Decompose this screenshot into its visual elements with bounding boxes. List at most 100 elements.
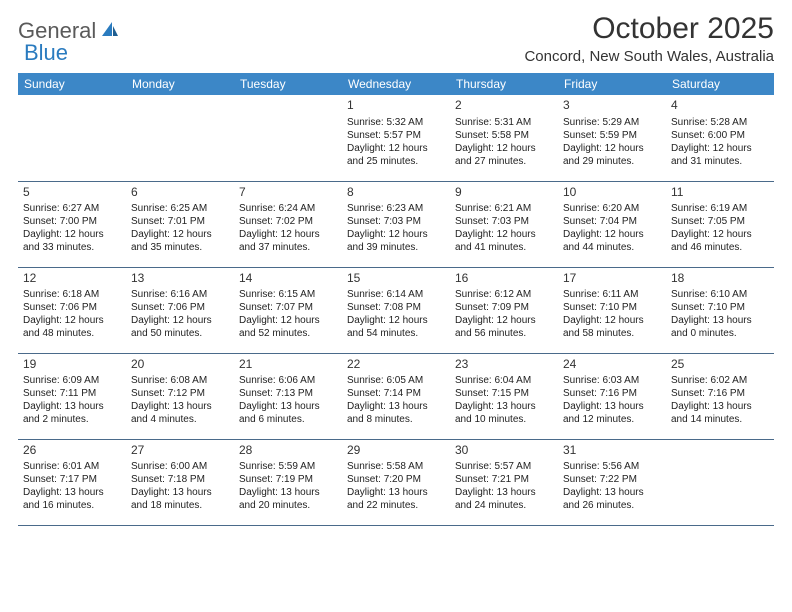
calendar-cell: 1Sunrise: 5:32 AMSunset: 5:57 PMDaylight… bbox=[342, 95, 450, 181]
calendar-row: 1Sunrise: 5:32 AMSunset: 5:57 PMDaylight… bbox=[18, 95, 774, 181]
sunset-text: Sunset: 7:12 PM bbox=[131, 387, 229, 400]
daylight-text: Daylight: 12 hours bbox=[239, 228, 337, 241]
daylight-text: Daylight: 13 hours bbox=[23, 400, 121, 413]
sunrise-text: Sunrise: 6:14 AM bbox=[347, 288, 445, 301]
daylight-text: Daylight: 12 hours bbox=[23, 228, 121, 241]
daylight-text: and 22 minutes. bbox=[347, 499, 445, 512]
sunrise-text: Sunrise: 6:15 AM bbox=[239, 288, 337, 301]
day-number: 8 bbox=[347, 185, 445, 201]
sunrise-text: Sunrise: 5:29 AM bbox=[563, 116, 661, 129]
calendar-cell: 13Sunrise: 6:16 AMSunset: 7:06 PMDayligh… bbox=[126, 267, 234, 353]
sunset-text: Sunset: 7:11 PM bbox=[23, 387, 121, 400]
day-number: 26 bbox=[23, 443, 121, 459]
day-number: 12 bbox=[23, 271, 121, 287]
calendar-cell: 18Sunrise: 6:10 AMSunset: 7:10 PMDayligh… bbox=[666, 267, 774, 353]
day-number: 31 bbox=[563, 443, 661, 459]
sunset-text: Sunset: 5:57 PM bbox=[347, 129, 445, 142]
calendar-cell: 22Sunrise: 6:05 AMSunset: 7:14 PMDayligh… bbox=[342, 353, 450, 439]
daylight-text: and 39 minutes. bbox=[347, 241, 445, 254]
daylight-text: and 31 minutes. bbox=[671, 155, 769, 168]
daylight-text: Daylight: 13 hours bbox=[239, 486, 337, 499]
day-number: 30 bbox=[455, 443, 553, 459]
daylight-text: Daylight: 12 hours bbox=[671, 228, 769, 241]
daylight-text: Daylight: 13 hours bbox=[239, 400, 337, 413]
sunrise-text: Sunrise: 6:16 AM bbox=[131, 288, 229, 301]
calendar-cell bbox=[666, 439, 774, 525]
sunrise-text: Sunrise: 6:25 AM bbox=[131, 202, 229, 215]
calendar-cell: 12Sunrise: 6:18 AMSunset: 7:06 PMDayligh… bbox=[18, 267, 126, 353]
day-header: Tuesday bbox=[234, 73, 342, 95]
day-header: Saturday bbox=[666, 73, 774, 95]
daylight-text: and 14 minutes. bbox=[671, 413, 769, 426]
daylight-text: and 24 minutes. bbox=[455, 499, 553, 512]
calendar-cell bbox=[234, 95, 342, 181]
day-header: Friday bbox=[558, 73, 666, 95]
daylight-text: and 10 minutes. bbox=[455, 413, 553, 426]
calendar-cell bbox=[18, 95, 126, 181]
sunrise-text: Sunrise: 6:06 AM bbox=[239, 374, 337, 387]
day-number: 5 bbox=[23, 185, 121, 201]
day-number: 18 bbox=[671, 271, 769, 287]
calendar-cell: 5Sunrise: 6:27 AMSunset: 7:00 PMDaylight… bbox=[18, 181, 126, 267]
sunset-text: Sunset: 7:13 PM bbox=[239, 387, 337, 400]
daylight-text: Daylight: 12 hours bbox=[347, 228, 445, 241]
daylight-text: and 48 minutes. bbox=[23, 327, 121, 340]
day-number: 23 bbox=[455, 357, 553, 373]
day-number: 4 bbox=[671, 98, 769, 114]
calendar-cell: 26Sunrise: 6:01 AMSunset: 7:17 PMDayligh… bbox=[18, 439, 126, 525]
sunset-text: Sunset: 7:09 PM bbox=[455, 301, 553, 314]
daylight-text: and 16 minutes. bbox=[23, 499, 121, 512]
daylight-text: Daylight: 13 hours bbox=[131, 486, 229, 499]
daylight-text: and 4 minutes. bbox=[131, 413, 229, 426]
daylight-text: Daylight: 12 hours bbox=[563, 314, 661, 327]
sunset-text: Sunset: 7:06 PM bbox=[23, 301, 121, 314]
daylight-text: Daylight: 12 hours bbox=[347, 314, 445, 327]
daylight-text: and 12 minutes. bbox=[563, 413, 661, 426]
daylight-text: and 29 minutes. bbox=[563, 155, 661, 168]
sunrise-text: Sunrise: 5:31 AM bbox=[455, 116, 553, 129]
day-number: 22 bbox=[347, 357, 445, 373]
daylight-text: and 41 minutes. bbox=[455, 241, 553, 254]
sunset-text: Sunset: 7:17 PM bbox=[23, 473, 121, 486]
daylight-text: and 26 minutes. bbox=[563, 499, 661, 512]
calendar-cell: 10Sunrise: 6:20 AMSunset: 7:04 PMDayligh… bbox=[558, 181, 666, 267]
title-block: October 2025 Concord, New South Wales, A… bbox=[524, 12, 774, 65]
location-text: Concord, New South Wales, Australia bbox=[524, 48, 774, 65]
sunrise-text: Sunrise: 5:58 AM bbox=[347, 460, 445, 473]
calendar-cell: 7Sunrise: 6:24 AMSunset: 7:02 PMDaylight… bbox=[234, 181, 342, 267]
daylight-text: Daylight: 12 hours bbox=[455, 142, 553, 155]
calendar-cell: 29Sunrise: 5:58 AMSunset: 7:20 PMDayligh… bbox=[342, 439, 450, 525]
day-header: Monday bbox=[126, 73, 234, 95]
daylight-text: and 35 minutes. bbox=[131, 241, 229, 254]
sunrise-text: Sunrise: 5:59 AM bbox=[239, 460, 337, 473]
sunrise-text: Sunrise: 6:10 AM bbox=[671, 288, 769, 301]
daylight-text: Daylight: 13 hours bbox=[563, 400, 661, 413]
page: General October 2025 Concord, New South … bbox=[0, 0, 792, 526]
sunrise-text: Sunrise: 5:28 AM bbox=[671, 116, 769, 129]
sunset-text: Sunset: 7:22 PM bbox=[563, 473, 661, 486]
daylight-text: and 50 minutes. bbox=[131, 327, 229, 340]
day-number: 25 bbox=[671, 357, 769, 373]
sunset-text: Sunset: 7:10 PM bbox=[671, 301, 769, 314]
daylight-text: Daylight: 12 hours bbox=[455, 314, 553, 327]
daylight-text: Daylight: 12 hours bbox=[563, 228, 661, 241]
calendar-row: 19Sunrise: 6:09 AMSunset: 7:11 PMDayligh… bbox=[18, 353, 774, 439]
sunrise-text: Sunrise: 6:08 AM bbox=[131, 374, 229, 387]
sunrise-text: Sunrise: 6:02 AM bbox=[671, 374, 769, 387]
daylight-text: Daylight: 12 hours bbox=[671, 142, 769, 155]
calendar-cell: 24Sunrise: 6:03 AMSunset: 7:16 PMDayligh… bbox=[558, 353, 666, 439]
sunset-text: Sunset: 7:00 PM bbox=[23, 215, 121, 228]
calendar-cell: 6Sunrise: 6:25 AMSunset: 7:01 PMDaylight… bbox=[126, 181, 234, 267]
daylight-text: and 37 minutes. bbox=[239, 241, 337, 254]
sunset-text: Sunset: 7:06 PM bbox=[131, 301, 229, 314]
calendar-cell: 25Sunrise: 6:02 AMSunset: 7:16 PMDayligh… bbox=[666, 353, 774, 439]
daylight-text: Daylight: 13 hours bbox=[671, 400, 769, 413]
daylight-text: and 58 minutes. bbox=[563, 327, 661, 340]
daylight-text: Daylight: 12 hours bbox=[131, 228, 229, 241]
daylight-text: Daylight: 12 hours bbox=[347, 142, 445, 155]
daylight-text: and 54 minutes. bbox=[347, 327, 445, 340]
day-number: 19 bbox=[23, 357, 121, 373]
calendar-cell: 2Sunrise: 5:31 AMSunset: 5:58 PMDaylight… bbox=[450, 95, 558, 181]
sunset-text: Sunset: 7:03 PM bbox=[455, 215, 553, 228]
calendar-row: 12Sunrise: 6:18 AMSunset: 7:06 PMDayligh… bbox=[18, 267, 774, 353]
